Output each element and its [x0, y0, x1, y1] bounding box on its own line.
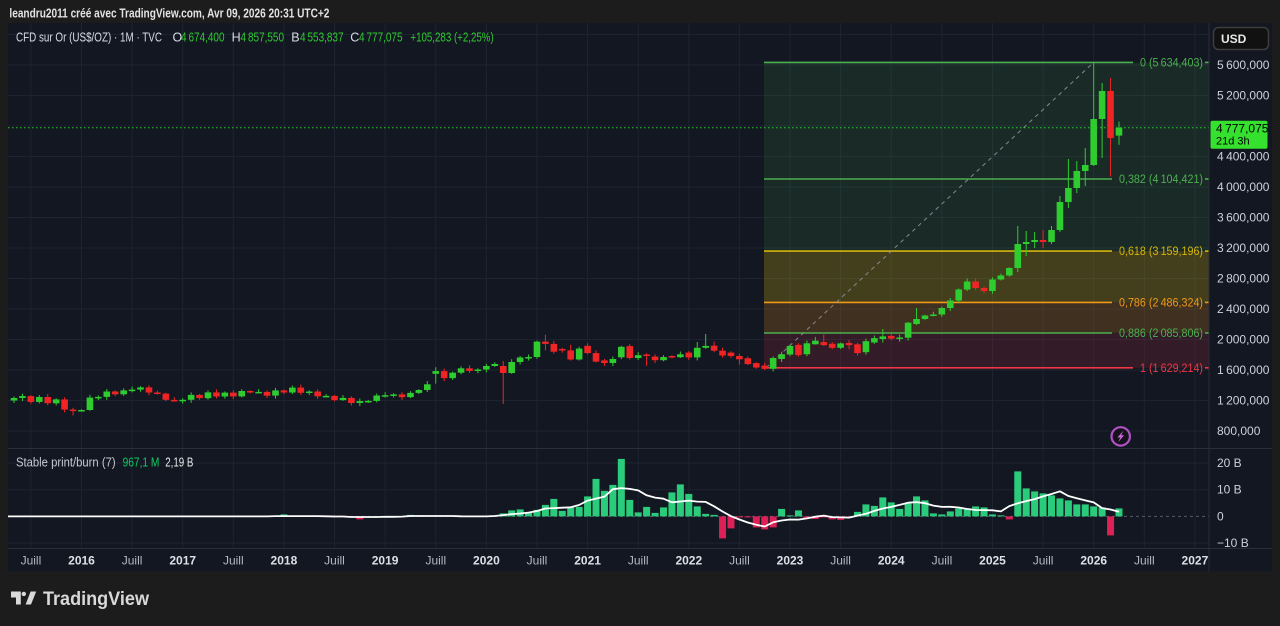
svg-text:0,786 (2 486,324): 0,786 (2 486,324) [1119, 297, 1203, 309]
svg-text:2017: 2017 [169, 554, 196, 568]
svg-text:4 000,000: 4 000,000 [1217, 180, 1270, 194]
svg-text:Stable print/burn (7): Stable print/burn (7) [16, 456, 116, 470]
svg-text:2018: 2018 [271, 554, 298, 568]
svg-text:4 777,075: 4 777,075 [1216, 122, 1269, 136]
svg-text:800,000: 800,000 [1217, 424, 1261, 438]
svg-text:−10 B: −10 B [1217, 536, 1249, 550]
svg-text:Juill: Juill [324, 554, 345, 568]
svg-text:0 (5 634,403): 0 (5 634,403) [1140, 57, 1203, 69]
svg-text:2,19 B: 2,19 B [165, 456, 193, 470]
svg-text:Juill: Juill [527, 554, 548, 568]
svg-text:0,382 (4 104,421): 0,382 (4 104,421) [1119, 174, 1203, 186]
svg-text:Juill: Juill [932, 554, 953, 568]
svg-text:Juill: Juill [122, 554, 143, 568]
svg-text:2022: 2022 [675, 554, 702, 568]
svg-text:H: H [232, 31, 241, 45]
svg-text:TradingView: TradingView [43, 588, 150, 610]
svg-text:2019: 2019 [372, 554, 399, 568]
svg-text:2025: 2025 [979, 554, 1006, 568]
svg-text:2 000,000: 2 000,000 [1217, 333, 1270, 347]
svg-text:0,886 (2 085,806): 0,886 (2 085,806) [1119, 328, 1203, 340]
svg-text:0,618 (3 159,196): 0,618 (3 159,196) [1119, 246, 1203, 258]
svg-text:C: C [350, 31, 359, 45]
svg-text:0: 0 [1217, 509, 1224, 523]
svg-text:4 400,000: 4 400,000 [1217, 150, 1270, 164]
svg-text:Juill: Juill [729, 554, 750, 568]
svg-text:Juill: Juill [425, 554, 446, 568]
svg-text:1 (1 629,214): 1 (1 629,214) [1140, 363, 1203, 375]
svg-text:2020: 2020 [473, 554, 500, 568]
svg-text:CFD sur Or (US$/OZ) · 1M · TVC: CFD sur Or (US$/OZ) · 1M · TVC [16, 31, 162, 45]
svg-text:1 200,000: 1 200,000 [1217, 394, 1270, 408]
svg-text:+105,283 (+2,25%): +105,283 (+2,25%) [410, 31, 493, 45]
svg-text:O: O [173, 31, 183, 45]
svg-text:5 600,000: 5 600,000 [1217, 58, 1270, 72]
svg-text:2 400,000: 2 400,000 [1217, 302, 1270, 316]
svg-text:967,1 M: 967,1 M [123, 456, 160, 470]
svg-text:4 553,837: 4 553,837 [300, 31, 344, 45]
svg-text:Juill: Juill [21, 554, 42, 568]
svg-text:Juill: Juill [223, 554, 244, 568]
svg-text:10 B: 10 B [1217, 483, 1242, 497]
svg-text:2024: 2024 [878, 554, 905, 568]
svg-text:3 600,000: 3 600,000 [1217, 211, 1270, 225]
svg-text:2016: 2016 [68, 554, 95, 568]
svg-text:2021: 2021 [574, 554, 601, 568]
svg-text:B: B [291, 31, 299, 45]
svg-text:4 777,075: 4 777,075 [359, 31, 403, 45]
svg-text:4 674,400: 4 674,400 [181, 31, 225, 45]
svg-text:2023: 2023 [777, 554, 804, 568]
svg-text:21d 3h: 21d 3h [1216, 136, 1250, 148]
svg-text:2026: 2026 [1080, 554, 1107, 568]
svg-text:Juill: Juill [1033, 554, 1054, 568]
svg-text:Juill: Juill [1134, 554, 1155, 568]
svg-text:5 200,000: 5 200,000 [1217, 89, 1270, 103]
svg-text:2027: 2027 [1182, 554, 1209, 568]
svg-text:4 857,550: 4 857,550 [241, 31, 285, 45]
svg-text:2 800,000: 2 800,000 [1217, 272, 1270, 286]
svg-text:leandru2011 créé avec TradingV: leandru2011 créé avec TradingView.com, A… [9, 6, 329, 21]
svg-text:1 600,000: 1 600,000 [1217, 363, 1270, 377]
svg-text:USD: USD [1221, 32, 1247, 46]
svg-text:Juill: Juill [628, 554, 649, 568]
svg-text:3 200,000: 3 200,000 [1217, 241, 1270, 255]
svg-text:20 B: 20 B [1217, 456, 1242, 470]
svg-text:Juill: Juill [830, 554, 851, 568]
